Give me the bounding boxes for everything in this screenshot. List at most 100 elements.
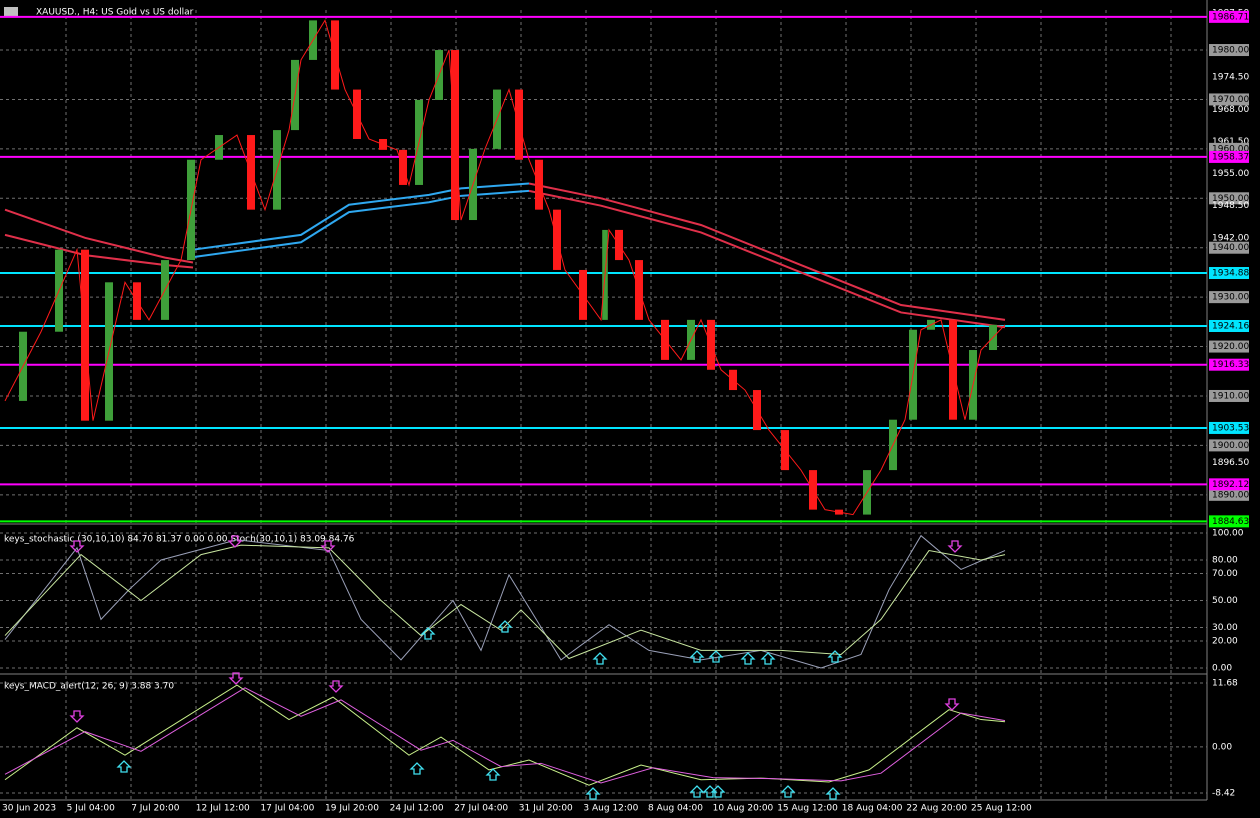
price-tick-label: 1961.50	[1212, 137, 1249, 147]
sell-arrow	[228, 672, 244, 685]
sell-arrow	[320, 540, 336, 553]
price-tick-label: 1930.00	[1212, 293, 1249, 303]
buy-arrow	[702, 785, 718, 798]
level-label: 1958.37	[1212, 152, 1249, 162]
level-box	[1209, 150, 1249, 163]
indicator-line	[4, 684, 1006, 786]
buy-arrow	[780, 785, 796, 798]
price-box	[1209, 340, 1249, 353]
buy-arrow	[585, 787, 601, 800]
level-box	[1209, 10, 1249, 23]
price-tick-label: 1955.00	[1212, 169, 1249, 179]
indicator-line	[4, 687, 1006, 784]
time-label: 8 Aug 04:00	[648, 804, 703, 814]
level-box	[1209, 358, 1249, 371]
time-label: 10 Aug 20:00	[713, 804, 774, 814]
buy-arrow	[827, 650, 843, 663]
level-box	[1209, 478, 1249, 491]
level-box	[1209, 515, 1249, 528]
time-label: 3 Aug 12:00	[583, 804, 638, 814]
level-box	[1209, 267, 1249, 280]
price-tick-label: 1900.00	[1212, 441, 1249, 451]
vertical-grid	[65, 10, 1172, 800]
price-tick-label: 1896.50	[1212, 458, 1249, 468]
buy-arrow	[710, 785, 726, 798]
price-tick-label: 1942.00	[1212, 233, 1249, 243]
price-box	[1209, 192, 1249, 205]
level-label: 1903.53	[1212, 423, 1249, 433]
moving-average	[528, 189, 1006, 329]
buy-arrow	[497, 620, 513, 633]
sell-arrow	[947, 540, 963, 553]
buy-arrow	[760, 652, 776, 665]
level-label: 1934.88	[1212, 269, 1249, 279]
time-label: 19 Jul 20:00	[325, 804, 379, 814]
moving-average	[4, 208, 194, 264]
moving-average	[192, 182, 530, 251]
price-box	[1209, 44, 1249, 57]
price-box	[1209, 93, 1249, 106]
stochastic-header: keys_stochastic (30,10,10) 84.70 81.37 0…	[4, 535, 355, 545]
sell-arrow	[227, 535, 243, 548]
price-tick-label: 1974.50	[1212, 73, 1249, 83]
chart-icon	[4, 7, 18, 16]
price-box	[1209, 488, 1249, 501]
time-label: 7 Jul 20:00	[131, 804, 180, 814]
panel-frame	[0, 0, 1208, 801]
moving-average	[192, 189, 530, 259]
level-box	[1209, 421, 1249, 434]
zigzag	[4, 19, 1006, 516]
indicator-line	[4, 544, 1006, 660]
time-label: 18 Aug 04:00	[842, 804, 903, 814]
time-label: 22 Aug 20:00	[906, 804, 967, 814]
indicator-tick-label: 30.00	[1212, 623, 1238, 633]
time-label: 17 Jul 04:00	[260, 804, 314, 814]
time-label: 31 Jul 20:00	[519, 804, 573, 814]
price-box	[1209, 291, 1249, 304]
window-title: XAUUSD., H4: US Gold vs US dollar	[36, 8, 194, 18]
buy-arrow	[116, 760, 132, 773]
buy-arrow	[689, 650, 705, 663]
price-box	[1209, 439, 1249, 452]
price-tick-label: 1910.00	[1212, 391, 1249, 401]
indicator-tick-label: 0.00	[1212, 742, 1232, 752]
sell-arrow	[69, 540, 85, 553]
indicator-tick-label: -8.42	[1212, 788, 1235, 798]
level-label: 1916.33	[1212, 360, 1249, 370]
indicator-line	[4, 534, 1006, 669]
price-tick-label: 1920.00	[1212, 342, 1249, 352]
indicator-tick-label: 100.00	[1212, 528, 1244, 538]
time-label: 24 Jul 12:00	[390, 804, 444, 814]
level-box	[1209, 319, 1249, 332]
price-tick-label: 1960.00	[1212, 144, 1249, 154]
price-box	[1209, 389, 1249, 402]
indicator-tick-label: 80.00	[1212, 555, 1238, 565]
level-label: 1892.12	[1212, 480, 1249, 490]
price-box	[1209, 241, 1249, 254]
sell-arrow	[944, 698, 960, 711]
moving-average	[528, 182, 1006, 321]
price-tick-label: 1980.00	[1212, 46, 1249, 56]
sell-arrow	[328, 680, 344, 693]
buy-arrow	[689, 785, 705, 798]
level-label: 1884.63	[1212, 517, 1249, 527]
price-tick-label: 1940.00	[1212, 243, 1249, 253]
time-label: 5 Jul 04:00	[67, 804, 116, 814]
buy-arrow	[740, 652, 756, 665]
moving-average	[4, 233, 194, 269]
price-tick-label: 1968.00	[1212, 105, 1249, 115]
buy-arrow	[592, 652, 608, 665]
indicator-tick-label: 0.00	[1212, 663, 1232, 673]
indicator-tick-label: 70.00	[1212, 569, 1238, 579]
price-tick-label: 1890.00	[1212, 490, 1249, 500]
price-tick-label: 1948.50	[1212, 201, 1249, 211]
price-tick-label: 1950.00	[1212, 194, 1249, 204]
buy-arrow	[708, 650, 724, 663]
time-label: 27 Jul 04:00	[454, 804, 508, 814]
time-label: 25 Aug 12:00	[971, 804, 1032, 814]
level-label: 1986.71	[1212, 12, 1249, 22]
sell-arrow	[69, 710, 85, 723]
buy-arrow	[420, 627, 436, 640]
indicator-tick-label: 20.00	[1212, 636, 1238, 646]
